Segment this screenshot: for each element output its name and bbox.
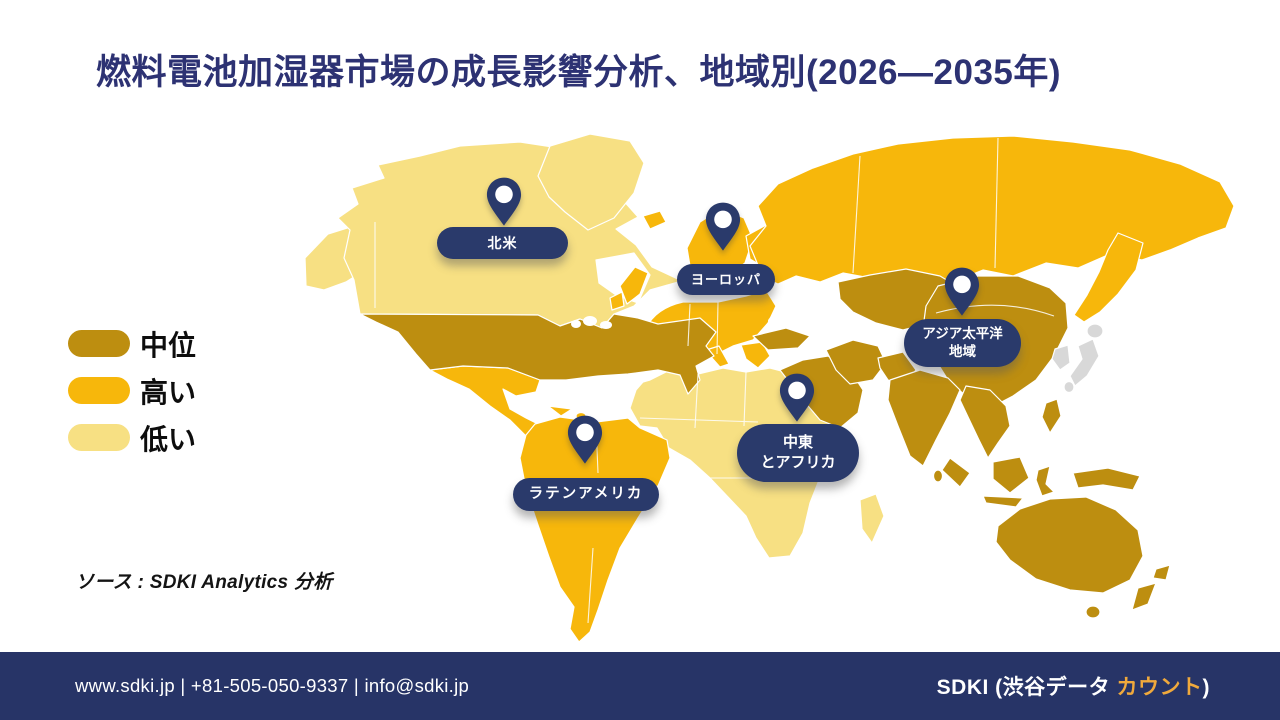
region-label-asia-pacific: アジア太平洋 地域 (904, 319, 1021, 367)
legend-item-medium: 中位 (68, 320, 196, 367)
region-greenland (537, 133, 645, 231)
legend-item-high: 高い (68, 367, 196, 414)
region-new-zealand-north (1152, 564, 1171, 581)
region-tasmania (1085, 605, 1101, 619)
source-note: ソース : SDKI Analytics 分析 (75, 572, 333, 593)
region-label-text: アジア太平洋 (922, 325, 1003, 341)
page-title: 燃料電池加湿器市場の成長影響分析、地域別(2026—2035年) (96, 53, 1062, 92)
map-pin-icon-europe (703, 201, 743, 253)
region-new-guinea (1072, 467, 1141, 491)
region-sri-lanka (932, 469, 944, 483)
footer-brand-prefix: SDKI (渋谷データ (936, 676, 1117, 699)
region-label-text: ラテンアメリカ (528, 485, 644, 502)
region-iran (825, 339, 887, 385)
legend-label-low: 低い (140, 423, 197, 455)
region-russia (749, 135, 1235, 287)
region-australia (995, 496, 1144, 594)
region-cuba (547, 405, 573, 417)
footer-contact: www.sdki.jp | +81-505-050-9337 | info@sd… (75, 675, 470, 696)
region-label-latin-america: ラテンアメリカ (513, 478, 659, 511)
legend-label-high: 高い (140, 376, 197, 408)
legend-swatch-high (68, 377, 130, 404)
region-balkans (740, 341, 771, 369)
region-madagascar (859, 493, 885, 544)
region-borneo (992, 456, 1030, 494)
map-pin-icon-asia-pacific (942, 266, 982, 318)
region-russia-far-east (1073, 232, 1144, 323)
region-indochina (959, 385, 1011, 459)
legend-label-medium: 中位 (140, 329, 197, 361)
map-pin-icon-latin-america (565, 414, 605, 466)
region-label-europe: ヨーロッパ (677, 264, 775, 295)
world-map (304, 133, 1235, 643)
legend-swatch-low (68, 424, 130, 451)
region-iceland (642, 210, 667, 230)
map-pin-icon-middle-east-africa (777, 372, 817, 424)
region-label-text: ヨーロッパ (690, 271, 761, 287)
region-south-america (519, 416, 671, 643)
region-label-text: 北米 (487, 234, 518, 251)
region-japan-honshu (1069, 338, 1100, 387)
region-japan-hokkaido (1086, 323, 1104, 339)
map-pin-icon-north-america (484, 176, 524, 228)
region-sumatra (941, 457, 971, 488)
legend-swatch-medium (68, 330, 130, 357)
region-korea (1051, 344, 1071, 371)
legend-item-low: 低い (68, 414, 196, 461)
region-label-north-america: 北米 (437, 227, 568, 259)
footer-brand: SDKI (渋谷データ カウント) (937, 671, 1210, 701)
region-new-zealand-south (1131, 582, 1157, 611)
region-philippines (1041, 398, 1062, 434)
region-label-middle-east-africa: 中東 とアフリカ (737, 424, 859, 482)
footer-brand-highlight: カウント (1116, 676, 1203, 699)
region-usa (359, 313, 717, 395)
footer-brand-suffix: ) (1202, 676, 1210, 699)
region-label-text: 中東 (782, 433, 813, 451)
region-uk (619, 266, 649, 305)
region-java (982, 495, 1024, 508)
footer-bar: www.sdki.jp | +81-505-050-9337 | info@sd… (0, 652, 1280, 720)
region-india (887, 369, 961, 467)
region-ireland (609, 291, 625, 311)
region-japan-kyushu (1063, 380, 1075, 394)
region-sulawesi (1035, 465, 1055, 497)
region-turkey (752, 327, 811, 351)
legend: 中位 高い 低い (68, 320, 196, 461)
